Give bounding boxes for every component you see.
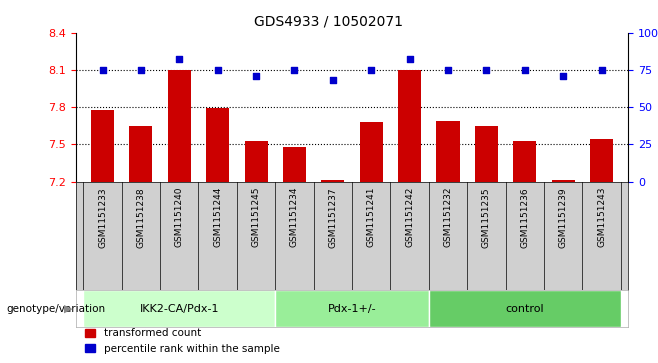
Bar [321,180,344,182]
Bar [513,140,536,182]
Text: control: control [505,303,544,314]
Text: GSM1151233: GSM1151233 [98,187,107,248]
Bar [91,110,114,182]
Text: genotype/variation: genotype/variation [7,303,106,314]
Point [174,57,185,62]
Point [251,73,261,79]
Text: GSM1151239: GSM1151239 [559,187,568,248]
Bar [130,126,153,182]
Text: GSM1151241: GSM1151241 [367,187,376,248]
Point [290,67,300,73]
Bar [475,126,498,182]
Text: GSM1151244: GSM1151244 [213,187,222,247]
Text: GSM1151235: GSM1151235 [482,187,491,248]
Point [366,67,376,73]
Point [136,67,146,73]
Bar [84,290,275,327]
Text: GSM1151245: GSM1151245 [251,187,261,248]
Point [520,67,530,73]
Text: GSM1151238: GSM1151238 [136,187,145,248]
Point [328,77,338,83]
Text: GSM1151242: GSM1151242 [405,187,414,247]
Point [405,57,415,62]
Text: GSM1151232: GSM1151232 [443,187,453,248]
Point [596,67,607,73]
Point [97,67,108,73]
Legend: transformed count, percentile rank within the sample: transformed count, percentile rank withi… [81,324,284,358]
Bar [429,290,620,327]
Bar [436,121,459,182]
Bar [245,140,268,182]
Bar [398,70,421,182]
Bar [275,290,429,327]
Point [213,67,223,73]
Bar [360,122,383,182]
Bar [283,147,306,182]
Bar [590,139,613,182]
Text: GSM1151240: GSM1151240 [175,187,184,248]
Bar [206,108,229,182]
Text: GSM1151243: GSM1151243 [597,187,606,248]
Point [481,67,492,73]
Text: GSM1151237: GSM1151237 [328,187,338,248]
Text: Pdx-1+/-: Pdx-1+/- [328,303,376,314]
Text: GSM1151234: GSM1151234 [290,187,299,248]
Text: GDS4933 / 10502071: GDS4933 / 10502071 [255,15,403,29]
Point [558,73,569,79]
Point [443,67,453,73]
Bar [551,180,574,182]
Text: GSM1151236: GSM1151236 [520,187,529,248]
Text: IKK2-CA/Pdx-1: IKK2-CA/Pdx-1 [139,303,219,314]
Bar [168,70,191,182]
Text: ▶: ▶ [64,303,72,314]
